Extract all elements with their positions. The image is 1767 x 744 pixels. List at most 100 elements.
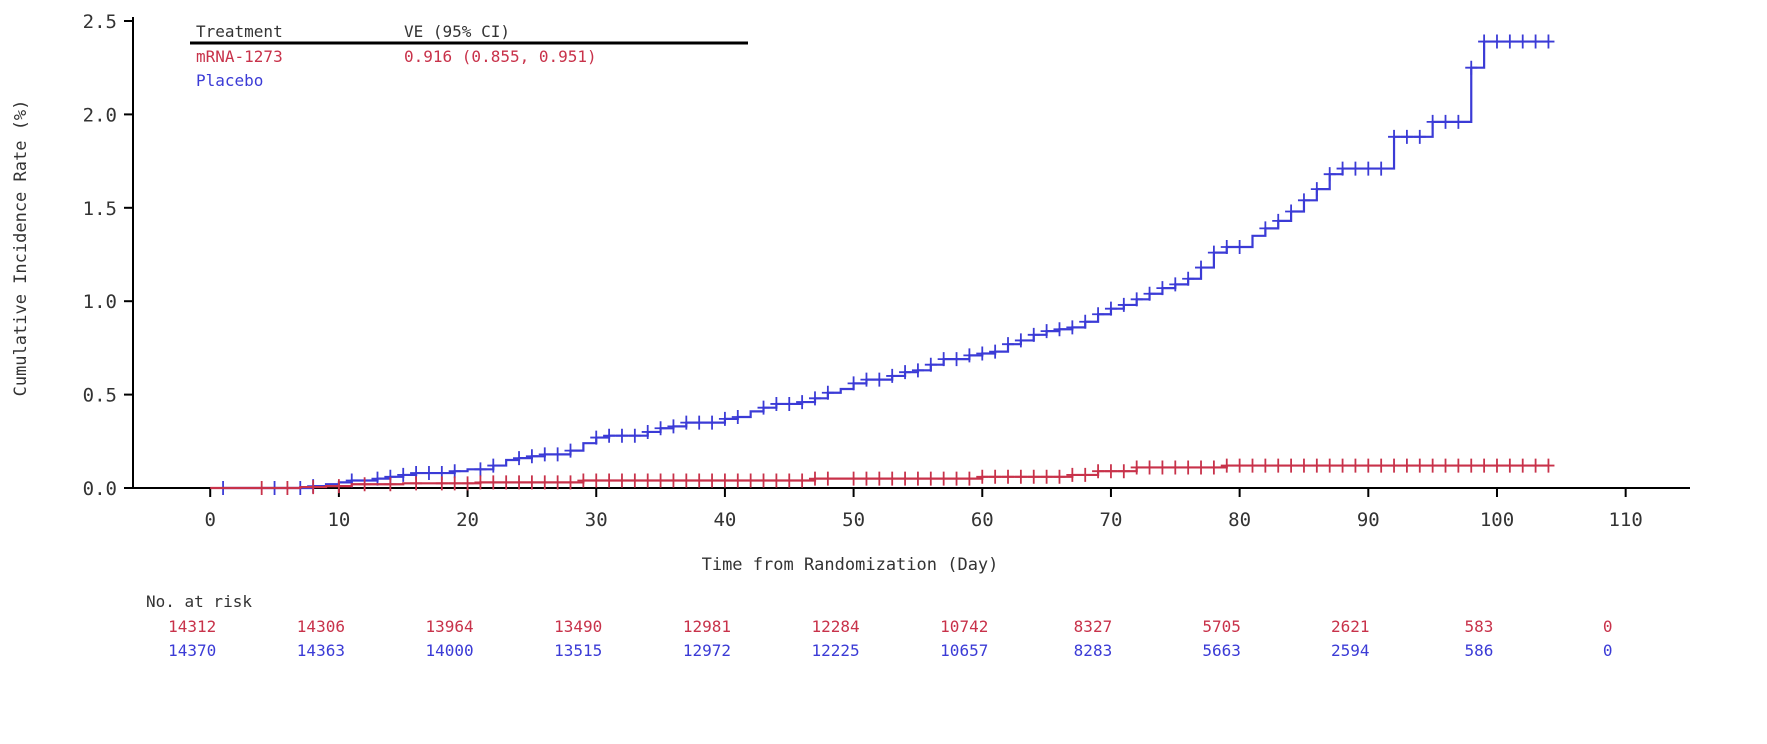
legend-header-ve: VE (95% CI) (404, 22, 510, 41)
series-placebo-censor-mark (1156, 281, 1169, 296)
legend-treatment-placebo: Placebo (196, 71, 263, 90)
series-mrna-1273-censor-mark (551, 475, 564, 490)
y-ticks: 0.0 0.5 1.0 1.5 2.0 2.5 (83, 11, 133, 500)
series-mrna-1273-censor-mark (1104, 464, 1117, 479)
risk-count-placebo: 13515 (554, 641, 602, 660)
risk-count-mrna-1273: 13964 (425, 617, 473, 636)
series-mrna-1273-censor-mark (435, 476, 448, 491)
series-mrna-1273-censor-mark (1349, 458, 1362, 473)
series-placebo-censor-mark (680, 415, 693, 430)
series-placebo-censor-mark (989, 344, 1002, 359)
series-mrna-1273-censor-mark (706, 473, 719, 488)
series-placebo-censor-mark (1272, 213, 1285, 228)
y-tick-label: 1.0 (83, 291, 117, 313)
series-mrna-1273-censor-mark (757, 473, 770, 488)
series-mrna-1273-censor-mark (1130, 460, 1143, 475)
series-mrna-1273-censor-mark (448, 476, 461, 491)
series-placebo-censor-mark (1285, 204, 1298, 219)
series-placebo-censor-mark (1040, 324, 1053, 339)
series-mrna-1273-censor-mark (1272, 458, 1285, 473)
series-mrna-1273-censor-mark (615, 473, 628, 488)
series-mrna-1273-censor-mark (1156, 460, 1169, 475)
series-mrna-1273-censor-mark (590, 473, 603, 488)
series-placebo-censor-mark (1053, 322, 1066, 337)
series-mrna-1273-censor-mark (886, 471, 899, 486)
series-placebo-censor-mark (783, 396, 796, 411)
risk-count-placebo: 8283 (1074, 641, 1113, 660)
series-mrna-1273-censor-mark (770, 473, 783, 488)
risk-count-placebo: 14363 (297, 641, 345, 660)
x-axis-label: Time from Randomization (Day) (702, 555, 999, 575)
series-placebo-censor-mark (937, 352, 950, 367)
series-placebo-censor-mark (1400, 129, 1413, 144)
x-tick-label: 30 (585, 509, 608, 531)
series-mrna-1273-censor-mark (1195, 460, 1208, 475)
series-mrna-1273-censor-mark (1002, 469, 1015, 484)
series-mrna-1273-censor-mark (307, 480, 320, 495)
series-mrna-1273-censor-mark (641, 473, 654, 488)
series-placebo-censor-mark (1259, 221, 1272, 236)
risk-count-mrna-1273: 583 (1465, 617, 1494, 636)
series-placebo-censor-mark (1465, 60, 1478, 75)
risk-count-placebo: 14000 (425, 641, 473, 660)
series-mrna-1273-censor-mark (847, 471, 860, 486)
series-placebo-censor-mark (1027, 327, 1040, 342)
series-placebo-censor-mark (706, 415, 719, 430)
series-mrna-1273-censor-mark (538, 475, 551, 490)
series-placebo-censor-mark (1452, 114, 1465, 129)
risk-count-mrna-1273: 14312 (168, 617, 216, 636)
x-tick-label: 80 (1228, 509, 1251, 531)
series-placebo-censor-mark (1323, 167, 1336, 182)
series-mrna-1273-censor-mark (1323, 458, 1336, 473)
series-placebo-censor-mark (590, 430, 603, 445)
series-mrna-1273-censor-mark (911, 471, 924, 486)
series-placebo-censor-mark (808, 391, 821, 406)
series-mrna-1273-censor-mark (860, 471, 873, 486)
series-placebo-censor-mark (1375, 161, 1388, 176)
series-placebo-censor-mark (525, 449, 538, 464)
series-mrna-1273-censor-mark (1220, 458, 1233, 473)
series-mrna-1273-censor-mark (1452, 458, 1465, 473)
series-placebo-censor-mark (641, 424, 654, 439)
series-placebo-censor-mark (1503, 34, 1516, 49)
series-placebo-censor-mark (448, 464, 461, 479)
series-placebo-censor-mark (1207, 245, 1220, 260)
y-tick-label: 0.0 (83, 478, 117, 500)
risk-count-mrna-1273: 2621 (1331, 617, 1370, 636)
series-placebo-censor-mark (1388, 129, 1401, 144)
series-placebo-censor-mark (873, 372, 886, 387)
series-placebo-censor-mark (1104, 301, 1117, 316)
x-tick-label: 100 (1480, 509, 1514, 531)
series-mrna-1273-censor-mark (963, 471, 976, 486)
series-mrna-1273-censor-mark (989, 469, 1002, 484)
series-mrna-1273-censor-mark (628, 473, 641, 488)
series-placebo-censor-mark (551, 447, 564, 462)
series-mrna-1273-censor-mark (821, 471, 834, 486)
series-placebo-censor-mark (1117, 297, 1130, 312)
series-placebo-censor-mark (628, 428, 641, 443)
series-placebo-censor-mark (899, 365, 912, 380)
series-placebo-censor-mark (1529, 34, 1542, 49)
series-mrna-1273-censor-mark (603, 473, 616, 488)
series-mrna-1273-censor-mark (718, 473, 731, 488)
series-mrna-1273-censor-mark (1426, 458, 1439, 473)
risk-count-placebo: 10657 (940, 641, 988, 660)
risk-count-mrna-1273: 0 (1603, 617, 1613, 636)
risk-count-mrna-1273: 5705 (1202, 617, 1241, 636)
legend: Treatment VE (95% CI) mRNA-1273 0.916 (0… (190, 22, 748, 90)
series-mrna-1273-censor-mark (1169, 460, 1182, 475)
series-placebo-censor-mark (1233, 240, 1246, 255)
x-tick-label: 20 (456, 509, 479, 531)
series-mrna-1273-censor-mark (950, 471, 963, 486)
risk-count-placebo: 14370 (168, 641, 216, 660)
series-mrna-1273-censor-mark (1079, 467, 1092, 482)
series-mrna-1273-censor-mark (924, 471, 937, 486)
series-placebo-censor-mark (513, 451, 526, 466)
series-mrna-1273-censor-mark (1143, 460, 1156, 475)
series-mrna-1273-censor-mark (1465, 458, 1478, 473)
series-placebo-censor-mark (1079, 314, 1092, 329)
series-placebo-censor-mark (667, 419, 680, 434)
series-mrna-1273-censor-mark (500, 475, 513, 490)
series-placebo-censor-mark (1542, 34, 1555, 49)
series-mrna-1273-censor-mark (1040, 469, 1053, 484)
